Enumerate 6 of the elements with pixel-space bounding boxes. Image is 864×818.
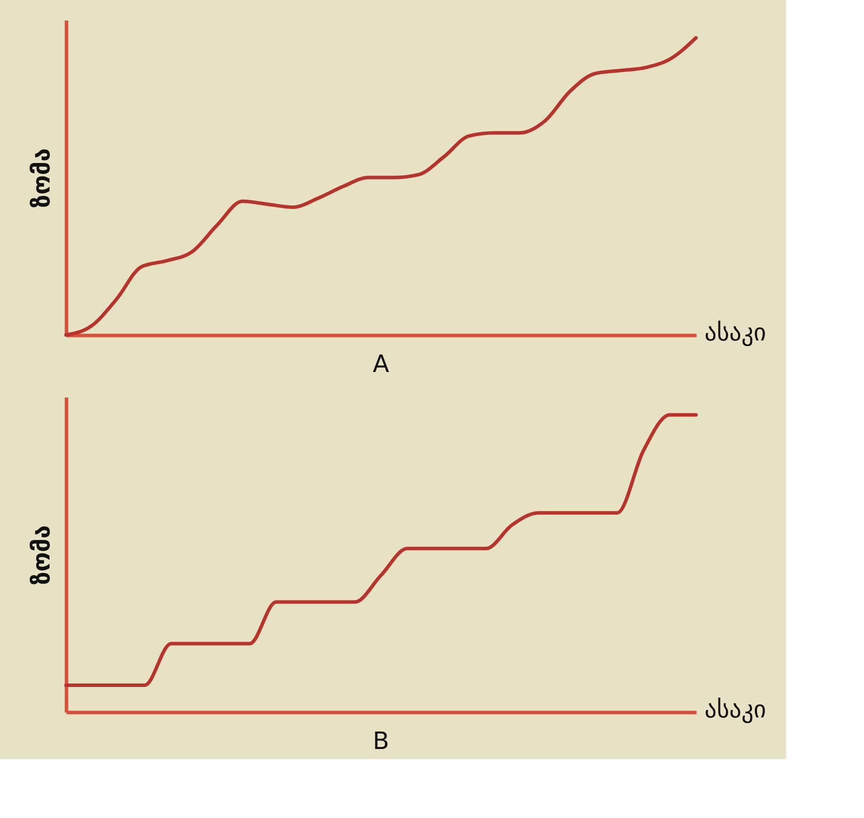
x-axis-title: ასაკი [704, 318, 766, 346]
y-axis-title: ზომა [28, 148, 56, 208]
text: B [372, 727, 390, 755]
y-axis-title: ზომა [28, 525, 56, 585]
text: A [372, 350, 390, 378]
x-axis-title: ასაკი [704, 696, 766, 724]
